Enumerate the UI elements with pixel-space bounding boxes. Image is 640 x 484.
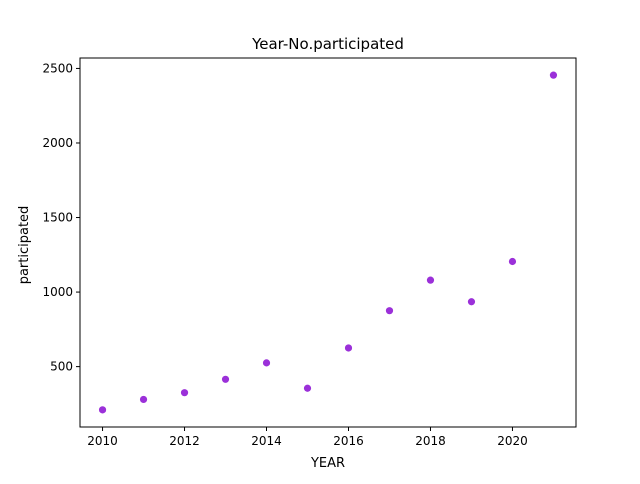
- y-tick-label: 2500: [42, 61, 73, 75]
- y-tick-label: 1500: [42, 211, 73, 225]
- chart-title: Year-No.participated: [251, 35, 404, 53]
- y-ticks: 500 1000 1500 2000 2500: [42, 61, 80, 374]
- x-tick-label: 2014: [251, 434, 282, 448]
- data-point: [180, 389, 189, 397]
- x-tick-label: 2018: [415, 434, 446, 448]
- data-point: [221, 375, 230, 383]
- x-tick-label: 2020: [497, 434, 528, 448]
- data-point: [385, 307, 394, 315]
- y-tick-label: 1000: [42, 285, 73, 299]
- x-tick-label: 2010: [87, 434, 118, 448]
- data-points: [98, 71, 558, 414]
- y-axis-label: participated: [17, 206, 32, 285]
- data-point: [98, 406, 107, 414]
- data-point: [549, 71, 558, 79]
- data-point: [426, 276, 435, 284]
- data-point: [303, 384, 312, 392]
- plot-area-frame: [79, 57, 577, 428]
- data-point: [467, 298, 476, 306]
- data-point: [262, 359, 271, 367]
- data-point: [344, 344, 353, 352]
- data-point: [508, 257, 517, 266]
- x-axis-label: YEAR: [310, 456, 345, 471]
- x-ticks: 2010 2012 2014 2016 2018 2020: [87, 427, 528, 448]
- data-point: [139, 395, 148, 404]
- y-tick-label: 500: [50, 360, 73, 374]
- x-tick-label: 2012: [169, 434, 200, 448]
- x-tick-label: 2016: [333, 434, 364, 448]
- y-tick-label: 2000: [42, 136, 73, 150]
